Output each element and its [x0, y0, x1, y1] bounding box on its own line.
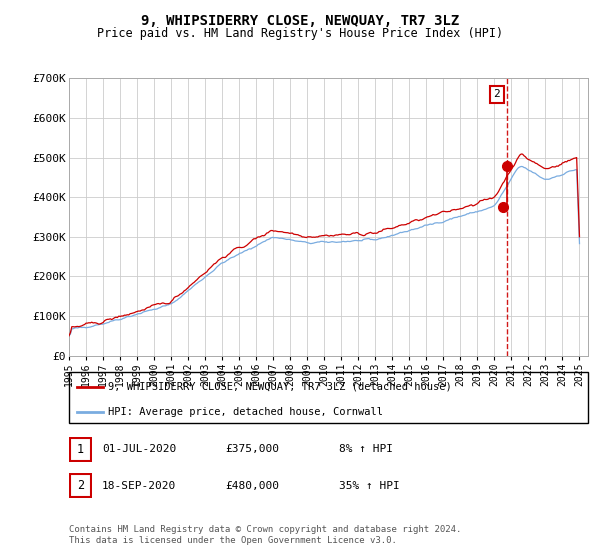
Text: 35% ↑ HPI: 35% ↑ HPI: [339, 481, 400, 491]
Text: 18-SEP-2020: 18-SEP-2020: [102, 481, 176, 491]
Text: HPI: Average price, detached house, Cornwall: HPI: Average price, detached house, Corn…: [108, 407, 383, 417]
Text: 01-JUL-2020: 01-JUL-2020: [102, 445, 176, 454]
Text: £375,000: £375,000: [225, 445, 279, 454]
Text: Contains HM Land Registry data © Crown copyright and database right 2024.
This d: Contains HM Land Registry data © Crown c…: [69, 525, 461, 545]
Text: £480,000: £480,000: [225, 481, 279, 491]
Text: 9, WHIPSIDERRY CLOSE, NEWQUAY, TR7 3LZ (detached house): 9, WHIPSIDERRY CLOSE, NEWQUAY, TR7 3LZ (…: [108, 381, 452, 391]
Text: 1: 1: [77, 443, 84, 456]
Text: 9, WHIPSIDERRY CLOSE, NEWQUAY, TR7 3LZ: 9, WHIPSIDERRY CLOSE, NEWQUAY, TR7 3LZ: [141, 14, 459, 28]
Text: 8% ↑ HPI: 8% ↑ HPI: [339, 445, 393, 454]
Text: Price paid vs. HM Land Registry's House Price Index (HPI): Price paid vs. HM Land Registry's House …: [97, 27, 503, 40]
Text: 2: 2: [77, 479, 84, 492]
Text: 2: 2: [494, 89, 500, 99]
